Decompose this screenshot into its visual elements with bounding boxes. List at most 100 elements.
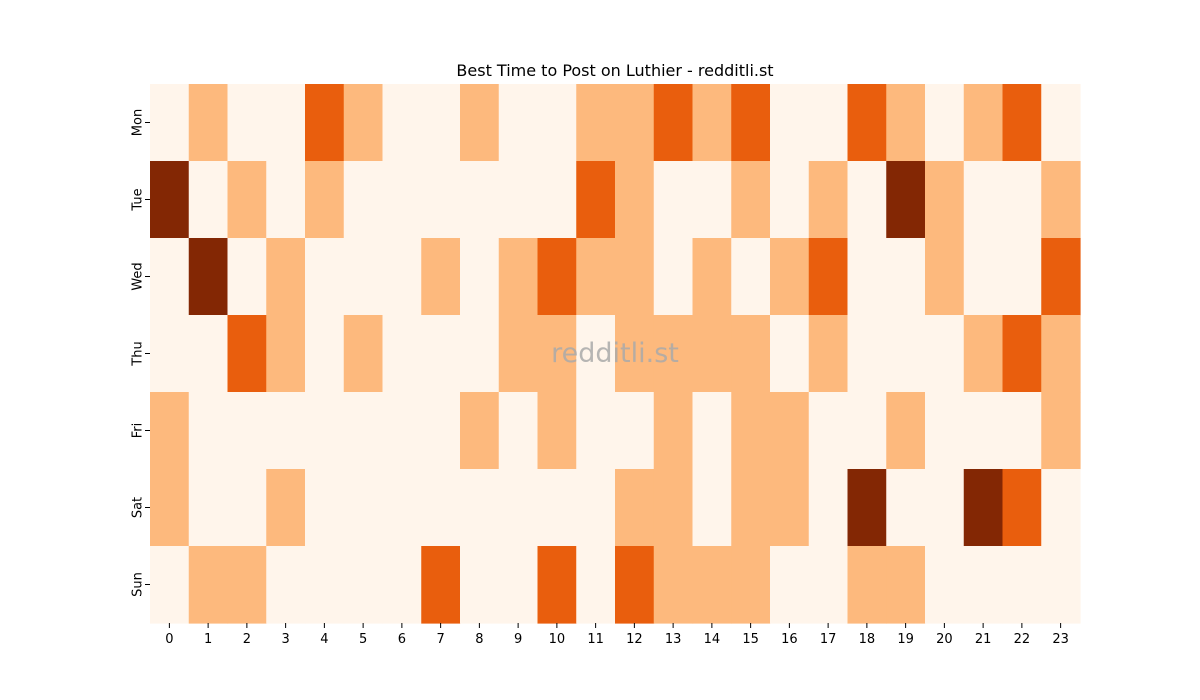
heatmap-cell-tue-19 — [886, 161, 926, 239]
x-tick-label-15: 15 — [742, 632, 759, 647]
heatmap-cell-thu-16 — [770, 315, 810, 393]
heatmap-cell-wed-8 — [460, 238, 500, 316]
x-tick-label-13: 13 — [665, 632, 682, 647]
x-tick-label-6: 6 — [398, 632, 406, 647]
heatmap-cell-sat-17 — [808, 469, 849, 547]
heatmap-cell-fri-2 — [227, 392, 267, 470]
heatmap-cell-sun-22 — [1002, 546, 1042, 624]
x-tick-label-5: 5 — [359, 632, 367, 647]
heatmap-cell-thu-7 — [421, 315, 461, 393]
heatmap-cell-tue-14 — [692, 161, 732, 239]
heatmap-cell-tue-2 — [227, 161, 267, 239]
heatmap-cell-tue-17 — [808, 161, 849, 239]
heatmap-cell-fri-21 — [963, 392, 1004, 470]
heatmap-cell-thu-0 — [150, 315, 190, 393]
heatmap-cell-thu-20 — [925, 315, 965, 393]
heatmap-cell-sat-11 — [576, 469, 616, 547]
heatmap-cell-thu-23 — [1041, 315, 1081, 393]
y-tick-label-thu: Thu — [131, 341, 146, 366]
heatmap-cell-sun-3 — [266, 546, 306, 624]
heatmap-cell-thu-22 — [1002, 315, 1042, 393]
heatmap-cell-wed-3 — [266, 238, 306, 316]
heatmap-cell-tue-3 — [266, 161, 306, 239]
heatmap-cell-wed-23 — [1041, 238, 1081, 316]
heatmap-cell-sun-14 — [692, 546, 732, 624]
heatmap-cell-fri-3 — [266, 392, 306, 470]
y-axis: Mon Tue Wed Thu Fri Sat Sun — [131, 109, 150, 597]
heatmap-cell-wed-9 — [498, 238, 539, 316]
heatmap-cell-thu-5 — [343, 315, 384, 393]
x-tick-label-1: 1 — [204, 632, 212, 647]
x-tick-label-0: 0 — [165, 632, 173, 647]
heatmap-cell-wed-16 — [770, 238, 810, 316]
heatmap-cell-fri-20 — [925, 392, 965, 470]
heatmap-cell-wed-12 — [615, 238, 655, 316]
y-tick-label-wed: Wed — [131, 262, 146, 290]
heatmap-cell-thu-3 — [266, 315, 306, 393]
heatmap-cell-thu-6 — [382, 315, 422, 393]
heatmap-cell-fri-11 — [576, 392, 616, 470]
heatmap-cell-sat-16 — [770, 469, 810, 547]
heatmap-cell-mon-9 — [498, 84, 539, 162]
heatmap-cell-thu-21 — [963, 315, 1004, 393]
heatmap-cell-fri-9 — [498, 392, 539, 470]
heatmap-cell-tue-15 — [731, 161, 771, 239]
heatmap-cell-fri-6 — [382, 392, 422, 470]
heatmap-cell-fri-23 — [1041, 392, 1081, 470]
heatmap-cell-mon-3 — [266, 84, 306, 162]
heatmap-cell-sat-9 — [498, 469, 539, 547]
heatmap-cell-sun-9 — [498, 546, 539, 624]
heatmap-cell-wed-13 — [653, 238, 694, 316]
heatmap-cell-mon-23 — [1041, 84, 1081, 162]
heatmap-cell-wed-4 — [305, 238, 345, 316]
heatmap-cell-tue-9 — [498, 161, 539, 239]
heatmap-cell-fri-22 — [1002, 392, 1042, 470]
heatmap-cell-mon-6 — [382, 84, 422, 162]
x-tick-label-10: 10 — [549, 632, 566, 647]
heatmap-cell-sat-15 — [731, 469, 771, 547]
heatmap-cell-thu-19 — [886, 315, 926, 393]
heatmap-cell-sun-17 — [808, 546, 849, 624]
heatmap-cell-fri-17 — [808, 392, 849, 470]
x-tick-label-17: 17 — [820, 632, 837, 647]
x-tick-label-18: 18 — [859, 632, 876, 647]
heatmap-cell-mon-19 — [886, 84, 926, 162]
y-tick-label-sun: Sun — [131, 572, 146, 597]
heatmap-cell-mon-13 — [653, 84, 694, 162]
x-tick-label-16: 16 — [781, 632, 798, 647]
heatmap-cell-tue-1 — [188, 161, 229, 239]
heatmap-cell-tue-10 — [537, 161, 577, 239]
heatmap-cell-sat-4 — [305, 469, 345, 547]
heatmap-cell-tue-21 — [963, 161, 1004, 239]
heatmap-cell-sat-21 — [963, 469, 1004, 547]
heatmap-cell-sun-19 — [886, 546, 926, 624]
heatmap-cell-wed-1 — [188, 238, 229, 316]
heatmap-cell-sat-7 — [421, 469, 461, 547]
heatmap-cell-sat-6 — [382, 469, 422, 547]
heatmap-cell-thu-15 — [731, 315, 771, 393]
heatmap-cell-tue-16 — [770, 161, 810, 239]
x-tick-label-19: 19 — [897, 632, 914, 647]
heatmap-cell-fri-1 — [188, 392, 229, 470]
heatmap-cell-mon-7 — [421, 84, 461, 162]
heatmap-cell-sat-12 — [615, 469, 655, 547]
heatmap-cell-sat-2 — [227, 469, 267, 547]
heatmap-cell-wed-17 — [808, 238, 849, 316]
chart-title: Best Time to Post on Luthier - redditli.… — [456, 61, 773, 80]
heatmap-cell-sun-7 — [421, 546, 461, 624]
heatmap-cell-sun-0 — [150, 546, 190, 624]
heatmap-cell-tue-0 — [150, 161, 190, 239]
x-tick-label-7: 7 — [436, 632, 444, 647]
heatmap-cell-fri-0 — [150, 392, 190, 470]
heatmap-cell-mon-4 — [305, 84, 345, 162]
heatmap-cell-sat-18 — [847, 469, 887, 547]
heatmap-cell-mon-5 — [343, 84, 384, 162]
x-tick-label-3: 3 — [281, 632, 289, 647]
heatmap-cell-sat-14 — [692, 469, 732, 547]
heatmap-cell-wed-0 — [150, 238, 190, 316]
x-axis: 0 1 2 3 4 5 6 7 8 9 10 11 12 13 14 15 16 17 18 19 20 21 22 23 — [165, 623, 1069, 647]
x-tick-label-2: 2 — [243, 632, 251, 647]
heatmap-cell-fri-12 — [615, 392, 655, 470]
heatmap-cell-thu-1 — [188, 315, 229, 393]
heatmap-cell-sat-10 — [537, 469, 577, 547]
